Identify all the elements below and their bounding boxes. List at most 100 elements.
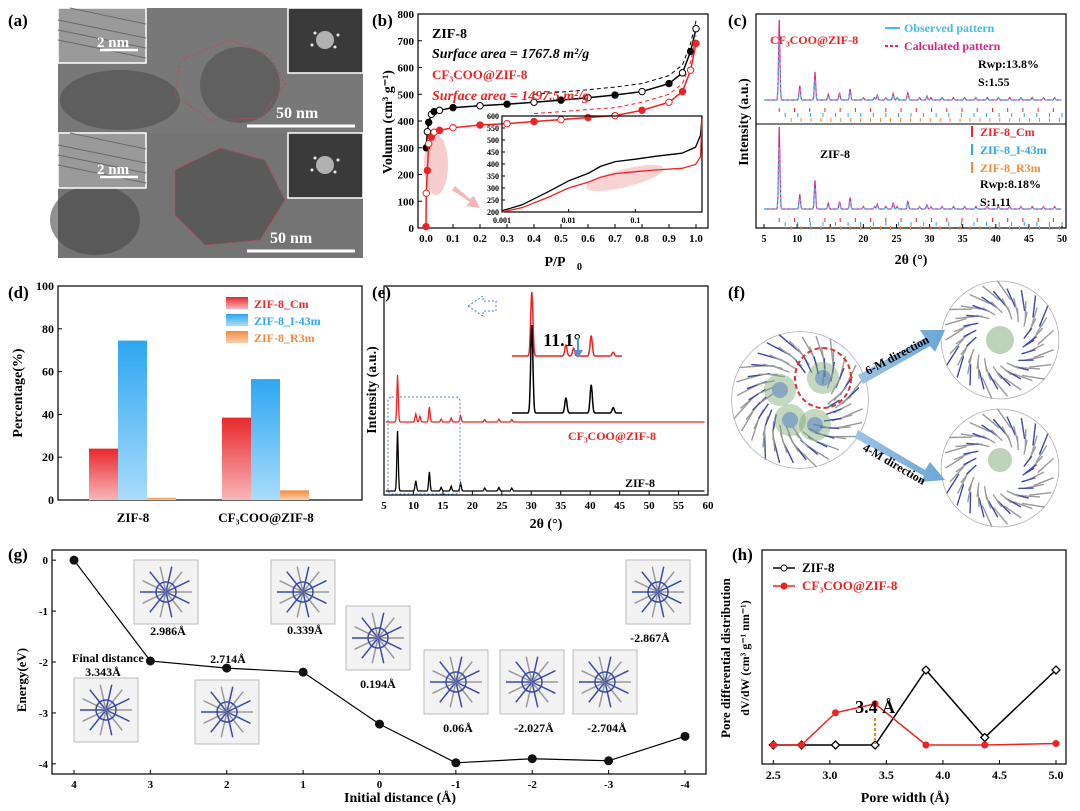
structure-bond [89,689,107,711]
chart-c-top-rwp: Rwp:13.8% [978,57,1039,71]
framework-bond [772,414,777,430]
structure-bond [142,591,167,604]
structure-bond [515,661,533,683]
structure-bond [657,591,665,618]
chart-b-ytick-label: 800 [398,9,415,21]
framework-cage [731,331,869,469]
framework-bond [1037,329,1054,346]
panel-a-label: (a) [8,11,28,30]
chart-h-xtick-label: 4.5 [992,768,1007,782]
chart-g-ylabel: Energy(eV) [14,648,29,712]
chart-c-obs-top [764,39,1062,101]
structure-bond [588,681,606,703]
series-0-point [665,79,673,88]
framework-bond [764,409,773,426]
framework-bond [833,386,848,402]
framework-bond [992,366,1003,380]
framework-bond [982,435,996,444]
structure-bond [149,571,167,593]
chart-d-ytick-label: 40 [42,407,54,421]
framework-bond [992,506,1009,525]
chart-c-xtick-label: 20 [858,234,868,245]
framework-bond [969,492,972,514]
structure-bond [455,681,480,694]
structure-bond [377,617,395,639]
guest-core [782,412,798,428]
chart-h-xtick-label: 2.5 [766,768,781,782]
framework-bond [955,315,975,320]
chart-b-xtick-label: 0.7 [608,233,622,245]
chart-h-frame [761,549,1067,765]
chart-e-annotation-arrowhead [573,350,583,358]
panel-h-label: (h) [732,545,753,564]
framework-bond [969,421,990,433]
structure-bond [226,711,234,738]
chart-c-xtick-label: 25 [891,234,901,245]
panel-g-label: (g) [8,545,28,564]
legend-label-ZIF-8_I-43m: ZIF-8_I-43m [254,314,321,328]
structure-bond [302,591,320,613]
chart-h-point-zif8 [1051,665,1061,675]
chart-e-ylabel: Intensity (a.u.) [365,346,380,434]
panel-b-label: (b) [372,11,393,30]
series-0-point [678,69,687,77]
chart-g-xlabel: Initial distance (Å) [344,790,456,806]
framework-bond [769,373,786,378]
structure-bond [651,591,659,618]
structure-bond [604,661,622,683]
bar-ZIF-8_Cm [89,448,118,500]
framework-bond [1021,502,1045,508]
structure-bond [604,681,622,703]
chart-e-xtick-label: 50 [644,500,656,512]
framework-bond [945,328,964,341]
structure-bond [99,709,107,736]
chart-g-xtick-label: -4 [680,779,690,791]
chart-h-annotation: 3.4 Å [855,697,895,717]
structure-bond [302,591,327,604]
series-1-point [665,98,673,106]
legend-swatch-ZIF-8_Cm [226,297,248,309]
bar-ZIF-8_R3m [147,497,176,500]
series-1-point [678,87,687,96]
legend-label-ZIF-8_R3m: ZIF-8_R3m [254,331,315,345]
scale-label-top: 50 nm [276,105,319,122]
series-0-point [449,103,457,112]
chart-b-xtick-label: 0.2 [473,233,487,245]
framework-cage [940,280,1060,400]
chart-d-ylabel: Percentage(%) [11,348,26,437]
framework-bond [823,358,826,377]
framework-bond [1006,416,1016,436]
framework-bond [826,372,834,389]
framework-bond [997,500,1011,515]
inset-scale-label-top: 2 nm [97,35,130,51]
chart-h-xtick-label: 5.0 [1049,768,1064,782]
chart-c-xtick-label: 50 [1057,234,1067,245]
legend-swatch-ZIF-8_I-43m [226,314,248,326]
framework-bond [1029,492,1052,496]
framework-bond [957,347,968,366]
chart-b-ytick-label: 100 [398,196,415,208]
framework-bond [792,426,802,440]
structure-bond [531,656,539,683]
series-1-point [435,126,444,135]
chart-h-legend-label: ZIF-8 [802,560,835,575]
structure-bond [165,591,190,604]
structure-distance-label: -2.027Å [514,721,554,735]
chart-b-inset-ytick-label: 550 [487,124,499,133]
structure-bond [604,681,612,708]
structure-bond [634,591,659,604]
chart-g-point [604,756,614,766]
chart-b-inset-ytick-label: 450 [487,148,499,157]
series-1-point [476,121,484,129]
structure-bond [531,681,539,708]
framework-bond [983,358,988,372]
arrow-6m-label: 6-M direction [863,332,932,377]
chart-h-point-cf3coo [1052,740,1060,747]
structure-bond [302,571,320,593]
chart-e-series-cf3coo [385,374,705,423]
chart-c-bottom-title: ZIF-8 [820,147,850,161]
framework-bond [1013,373,1033,382]
framework-bond [1038,304,1049,327]
framework-bond [992,494,1003,508]
